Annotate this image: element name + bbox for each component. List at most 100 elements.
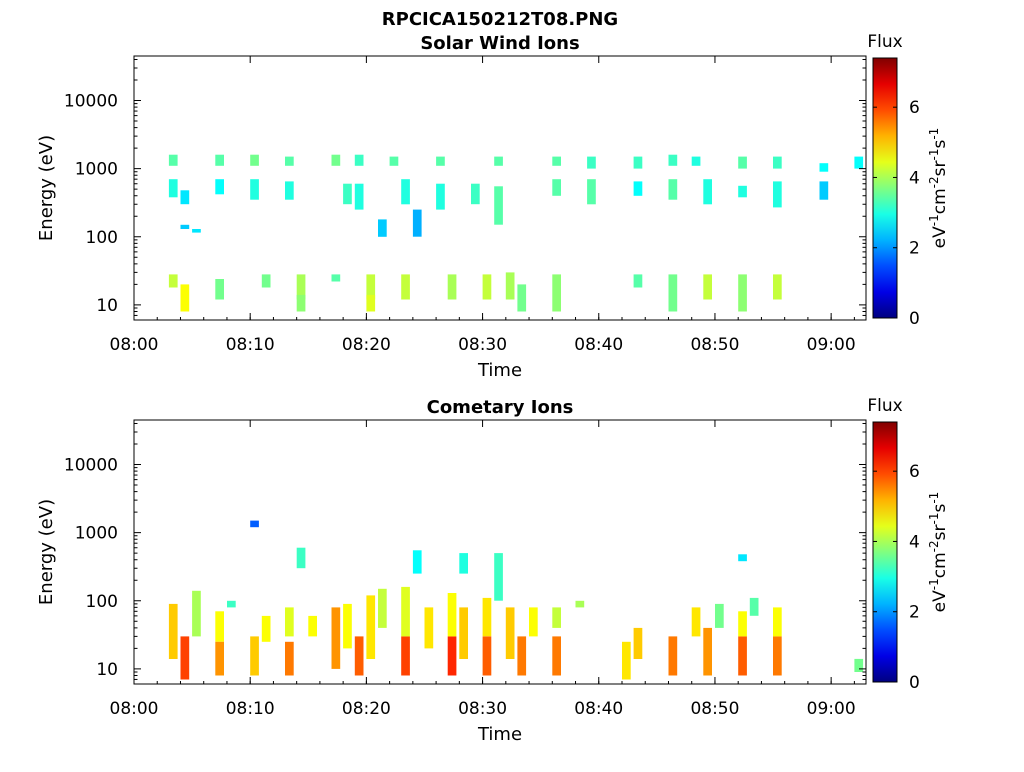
flux-cell: [296, 274, 306, 300]
flux-cell: [447, 274, 457, 300]
y-tick-label: 1000: [75, 160, 118, 180]
flux-cell: [505, 272, 515, 300]
flux-cell: [738, 554, 747, 562]
flux-cell: [401, 586, 410, 637]
flux-cell: [668, 179, 678, 200]
flux-cell: [587, 179, 596, 205]
y-tick-label: 10000: [64, 456, 118, 476]
panel-title: Solar Wind Ions: [420, 33, 579, 54]
x-tick-label: 08:20: [342, 335, 391, 355]
x-tick-label: 08:00: [110, 335, 159, 355]
flux-cell: [633, 274, 643, 288]
flux-cell: [773, 181, 782, 208]
flux-cell: [366, 595, 376, 659]
flux-cell: [180, 636, 190, 680]
flux-cell: [668, 154, 678, 166]
y-tick-label: 10000: [64, 92, 118, 112]
panel-title: Cometary Ions: [427, 397, 574, 418]
flux-cell: [192, 590, 201, 637]
flux-cell: [447, 593, 457, 637]
flux-cell: [180, 284, 190, 312]
flux-cell: [401, 179, 410, 205]
flux-cell: [738, 185, 747, 198]
flux-cell: [459, 553, 468, 574]
flux-cell: [854, 156, 864, 169]
y-tick-label: 10: [96, 296, 118, 316]
flux-cell: [285, 181, 294, 200]
y-tick-label: 100: [86, 592, 118, 612]
flux-cell: [168, 603, 178, 659]
flux-cell: [738, 156, 747, 169]
flux-cell: [343, 183, 352, 205]
flux-cell: [215, 641, 224, 676]
flux-cell: [261, 615, 271, 642]
flux-cell: [331, 274, 341, 282]
flux-cell: [633, 181, 643, 196]
x-tick-label: 08:40: [574, 699, 623, 719]
flux-cell: [424, 607, 434, 649]
flux-cell: [505, 607, 515, 659]
flux-cell: [180, 224, 190, 229]
y-tick-label: 10: [96, 660, 118, 680]
figure-title: RPCICA150212T08.PNG: [382, 9, 618, 30]
flux-cell: [285, 641, 294, 676]
flux-cell: [773, 636, 782, 676]
flux-cell: [668, 636, 678, 676]
colorbar-tick-label: 0: [909, 673, 920, 693]
x-tick-label: 08:40: [574, 335, 623, 355]
flux-cell: [575, 600, 585, 608]
flux-cell: [331, 154, 341, 166]
flux-cell: [482, 597, 492, 637]
flux-cell: [738, 636, 747, 676]
flux-cell: [633, 627, 643, 659]
x-tick-label: 08:50: [690, 699, 739, 719]
colorbar-tick-label: 0: [909, 309, 920, 329]
colorbar-tick-label: 6: [909, 462, 920, 482]
flux-cell: [622, 641, 631, 680]
flux-cell: [261, 274, 271, 288]
flux-cell: [529, 607, 538, 637]
colorbar-title: Flux: [867, 32, 902, 52]
colorbar-tick-label: 4: [909, 168, 920, 188]
flux-cell: [773, 607, 782, 637]
flux-cell: [703, 274, 712, 300]
x-tick-label: 08:10: [226, 699, 275, 719]
flux-cell: [749, 597, 759, 616]
panel-1: Solar Wind Ions 08:00 08:10 08:20 08:30 08:40…: [36, 32, 950, 381]
flux-cell: [633, 156, 643, 169]
flux-cell: [738, 611, 747, 637]
flux-cell: [168, 274, 178, 288]
flux-cell: [250, 520, 259, 528]
y-tick-label: 100: [86, 228, 118, 248]
flux-cell: [343, 603, 352, 649]
colorbar-units: eV-1cm-2sr-1s-1: [927, 492, 950, 613]
flux-cell: [703, 627, 712, 676]
flux-cell: [552, 636, 561, 676]
x-tick-label: 09:00: [807, 699, 856, 719]
flux-cell: [401, 274, 410, 300]
panel-2: Cometary Ions 08:00 08:10 08:20 08:30 08:40 08…: [36, 396, 950, 745]
flux-cell: [552, 179, 561, 196]
flux-cell: [436, 156, 445, 166]
flux-cell: [366, 294, 376, 312]
flux-cell: [378, 588, 387, 628]
flux-cell: [296, 294, 306, 312]
flux-cell: [552, 274, 561, 312]
colorbar-tick-label: 4: [909, 532, 920, 552]
spectrogram-cells: [168, 520, 864, 680]
spectrogram-cells: [168, 154, 864, 312]
colorbar-tick-label: 2: [909, 603, 920, 623]
flux-cell: [285, 607, 294, 637]
plot-frame: [133, 55, 867, 321]
flux-cell: [215, 611, 224, 642]
flux-cell: [668, 274, 678, 312]
flux-cell: [215, 279, 224, 300]
flux-cell: [296, 547, 306, 569]
colorbar: [872, 57, 898, 319]
flux-cell: [703, 179, 712, 205]
flux-cell: [819, 163, 829, 172]
flux-cell: [587, 156, 596, 169]
flux-cell: [715, 603, 724, 628]
